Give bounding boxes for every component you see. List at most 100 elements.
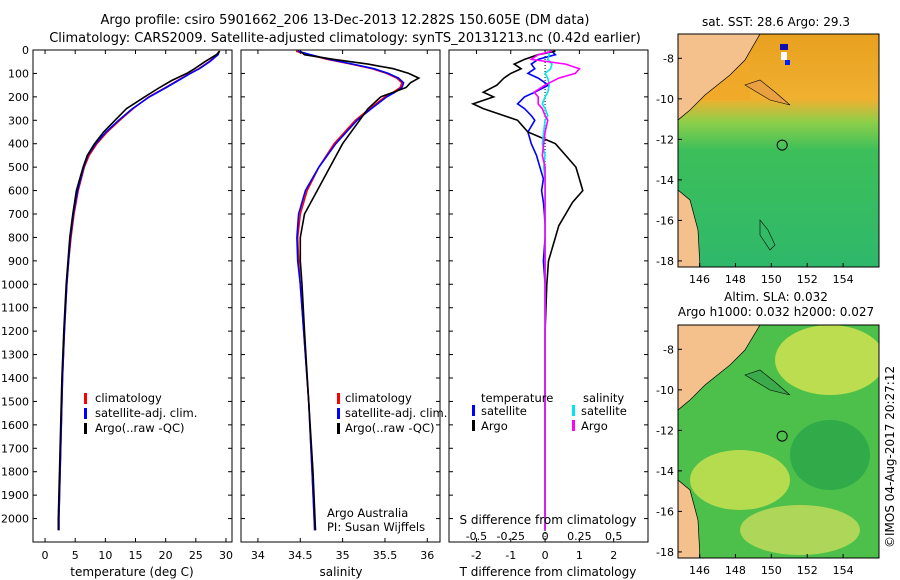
- depth-tick-label: 900: [8, 255, 29, 268]
- t-difference-axis: -2 -1 0 1 2: [471, 50, 617, 562]
- x-tick-label: 35.5: [373, 549, 398, 562]
- legend-climatology: climatology: [345, 391, 412, 405]
- difference-legend: temperature salinity satellite Argo sate…: [472, 391, 627, 433]
- x-tick-label: -1: [505, 549, 516, 562]
- x-tick-label: 10: [98, 549, 112, 562]
- land-australia: [678, 479, 701, 558]
- profile-line: [516, 50, 557, 531]
- legend-swatch-satellite: [337, 408, 340, 419]
- x-tick-label: 2: [610, 549, 617, 562]
- lat-tick-label: -14: [656, 465, 674, 478]
- salinity-legend: climatology satellite-adj. clim. Argo(..…: [337, 391, 447, 435]
- x-tick-label: 0: [42, 549, 49, 562]
- legend-swatch-climatology: [84, 393, 87, 404]
- legend-swatch-climatology: [337, 393, 340, 404]
- s-difference-axis: -0.5 -0.25 0 0.25 0.5: [466, 530, 623, 543]
- depth-tick-label: 700: [8, 208, 29, 221]
- x-tick-label: -2: [471, 549, 482, 562]
- depth-tick-label: 600: [8, 185, 29, 198]
- difference-plot-frame: [448, 49, 649, 543]
- legend-swatch-satellite: [84, 408, 87, 419]
- temperature-panel: 0100200300400500600700800900100011001200…: [1, 44, 233, 579]
- depth-tick-label: 1100: [1, 302, 29, 315]
- credit-line1: Argo Australia: [327, 506, 408, 520]
- salinity-plot-frame: [240, 49, 441, 543]
- legend-swatch-t-satellite: [472, 405, 475, 416]
- legend-swatch-argo: [84, 423, 87, 434]
- legend-t-argo: Argo: [481, 419, 508, 433]
- salinity-depth-ticks: [241, 49, 440, 520]
- legend-s-argo: Argo: [581, 419, 608, 433]
- legend-salinity-title: salinity: [583, 391, 624, 405]
- profile-line: [58, 50, 220, 531]
- x-tick-label: 25: [189, 549, 203, 562]
- depth-tick-label: 1400: [1, 372, 29, 385]
- lon-tick-label: 152: [797, 564, 818, 577]
- sst-cloud-pixel: [780, 44, 788, 50]
- lon-tick-label: 152: [797, 273, 818, 286]
- depth-tick-label: 2000: [1, 513, 29, 526]
- depth-tick-label: 100: [8, 67, 29, 80]
- lon-tick-label: 154: [833, 273, 854, 286]
- depth-tick-label: 1700: [1, 442, 29, 455]
- legend-argo: Argo(..raw -QC): [95, 421, 185, 435]
- x-tick-label: 30: [219, 549, 233, 562]
- s-tick-label: 0.25: [567, 530, 592, 543]
- legend-argo: Argo(..raw -QC): [345, 421, 435, 435]
- s-tick-label: -0.25: [497, 530, 525, 543]
- sst-map-axes: 146 148 150 152 154 -8 -10 -12 -14 -16 -18: [656, 52, 854, 286]
- x-tick-label: 34.5: [288, 549, 313, 562]
- legend-s-satellite: satellite: [581, 404, 627, 418]
- lat-tick-label: -8: [663, 343, 674, 356]
- profile-line: [529, 50, 581, 531]
- lon-tick-label: 154: [833, 564, 854, 577]
- depth-tick-label: 1300: [1, 349, 29, 362]
- salinity-axis-label: salinity: [319, 565, 362, 579]
- difference-panel: -2 -1 0 1 2 -0.5 -0.25 0 0.25 0.5 T difference f…: [448, 49, 649, 579]
- legend-climatology: climatology: [95, 391, 162, 405]
- s-tick-label: 0: [542, 530, 549, 543]
- sla-high-north: [775, 325, 879, 395]
- temperature-x-axis: 0 5 10 15 20 25 30: [42, 50, 233, 562]
- x-tick-label: 5: [72, 549, 79, 562]
- x-tick-label: 0: [542, 549, 549, 562]
- depth-tick-label: 400: [8, 138, 29, 151]
- x-tick-label: 1: [576, 549, 583, 562]
- sla-map-title: Altim. SLA: 0.032: [724, 290, 828, 304]
- depth-tick-label: 500: [8, 161, 29, 174]
- credit-line2: PI: Susan Wijffels: [327, 520, 425, 534]
- argo-position-marker: [776, 430, 788, 442]
- sla-map-frame: [677, 324, 880, 559]
- depth-tick-label: 1800: [1, 466, 29, 479]
- sla-low-east: [790, 420, 870, 490]
- lat-tick-label: -18: [656, 546, 674, 559]
- depth-tick-label: 0: [22, 44, 29, 57]
- lon-tick-label: 148: [725, 564, 746, 577]
- salinity-profiles: [295, 50, 421, 531]
- sst-gap-pixel: [781, 52, 787, 60]
- sst-cold-pixel: [785, 60, 790, 65]
- lon-tick-label: 148: [725, 273, 746, 286]
- profile-line: [57, 50, 221, 531]
- lat-tick-label: -16: [656, 214, 674, 227]
- land-islands: [744, 79, 791, 106]
- sla-high-south: [740, 505, 860, 555]
- x-tick-label: 36: [420, 549, 434, 562]
- legend-satellite-adj: satellite-adj. clim.: [345, 406, 447, 420]
- legend-swatch-t-argo: [472, 420, 475, 431]
- depth-tick-label: 300: [8, 114, 29, 127]
- land-new-guinea: [678, 325, 761, 411]
- lon-tick-label: 150: [761, 273, 782, 286]
- depth-tick-label: 1200: [1, 325, 29, 338]
- temperature-legend: climatology satellite-adj. clim. Argo(..…: [84, 391, 197, 435]
- argo-position-marker: [776, 139, 788, 151]
- x-tick-label: 15: [129, 549, 143, 562]
- profile-line: [299, 50, 421, 531]
- x-tick-label: 20: [159, 549, 173, 562]
- depth-tick-label: 1000: [1, 278, 29, 291]
- legend-swatch-s-argo: [572, 420, 575, 431]
- lat-tick-label: -10: [656, 384, 674, 397]
- s-difference-label: S difference from climatology: [460, 513, 637, 527]
- legend-swatch-s-satellite: [572, 405, 575, 416]
